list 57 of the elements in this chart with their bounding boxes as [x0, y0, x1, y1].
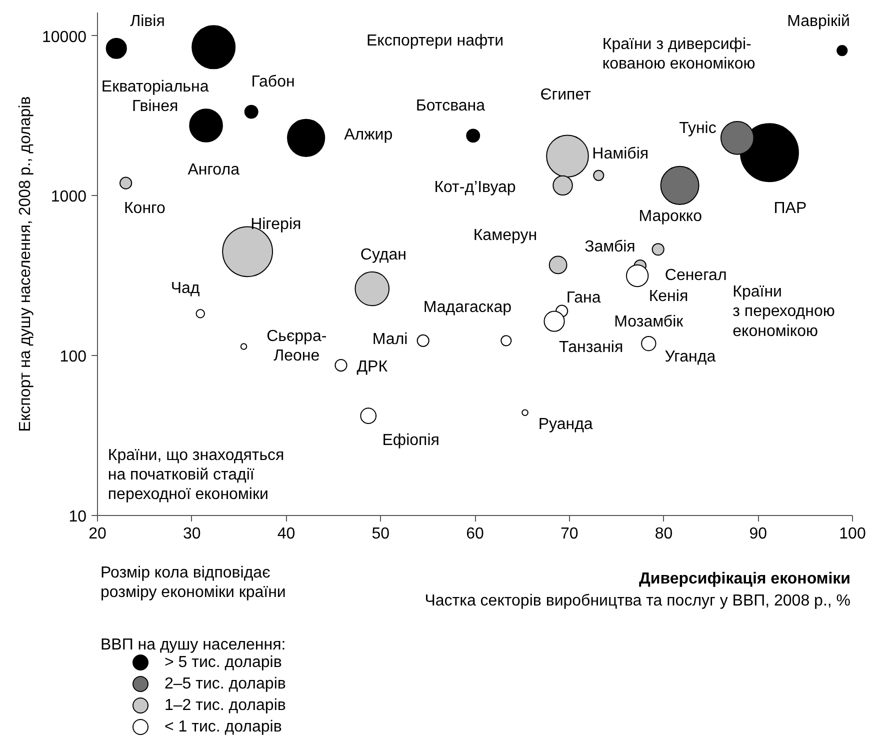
legend-label: 2–5 тис. доларів — [164, 676, 286, 692]
annotation: Ботсвана — [416, 98, 486, 115]
annotation: ДРК — [356, 358, 388, 376]
annotation: Єгипет — [540, 86, 592, 104]
x-tick-label: 30 — [182, 526, 201, 542]
annotation: Малі — [372, 331, 408, 348]
annotation: Конго — [124, 200, 166, 218]
annotation: Судан — [360, 246, 407, 264]
x-tick-label: 80 — [654, 526, 673, 542]
x-tick-label: 60 — [466, 526, 484, 542]
annotation: Країни з диверсифі- кованою економікою — [602, 36, 756, 72]
annotation: Гана — [566, 290, 601, 307]
annotation: Туніс — [679, 120, 716, 138]
annotation: Маврікій — [787, 12, 850, 30]
y-tick-label: 100 — [60, 348, 87, 366]
y-tick-label: 10 — [68, 508, 87, 526]
annotation: Кот-д’Івуар — [434, 179, 516, 196]
annotation: Намібія — [592, 146, 649, 163]
annotation: Сенегал — [664, 267, 727, 284]
annotation: Габон — [251, 74, 295, 91]
annotation: Ефіопія — [382, 432, 440, 449]
annotation: Мадагаскар — [423, 299, 512, 316]
annotation: Танзанія — [559, 339, 624, 356]
annotation: ПАР — [774, 200, 807, 218]
y-tick-label: 10000 — [42, 28, 87, 46]
annotation: Руанда — [538, 416, 593, 433]
legend-title: ВВП на душу населення: — [100, 636, 286, 654]
annotation: Марокко — [638, 208, 702, 226]
x-tick-label: 50 — [372, 526, 390, 542]
x-tick-label: 40 — [277, 526, 296, 542]
x-tick-label: 90 — [749, 526, 768, 542]
legend-label: 1–2 тис. доларів — [164, 697, 286, 714]
annotation: Країни, що знаходяться на початковій стадії переходної економіки — [108, 446, 284, 503]
y-axis-title: Експорт на душу населення, 2008 р., доларів — [17, 96, 34, 432]
x-tick-label: 20 — [88, 526, 106, 542]
annotation: Лівія — [130, 12, 165, 30]
x-tick-label: 70 — [560, 526, 578, 542]
annotation: Мозамбік — [614, 314, 684, 331]
y-tick-label: 1000 — [50, 188, 87, 206]
annotation: Кенія — [648, 288, 688, 305]
annotation: Замбія — [584, 238, 636, 256]
annotation: Алжир — [344, 126, 393, 144]
text: Розмір кола відповідає розміру економіки країни — [100, 564, 286, 602]
text: Частка секторів виробництва та послуг у ВВП, 2008 р., % — [424, 592, 851, 610]
annotation: Нігерія — [250, 216, 302, 234]
annotation: Чад — [170, 280, 200, 297]
annotation: Камерун — [473, 227, 538, 244]
annotation: Країни з переходною економікою — [732, 284, 835, 340]
legend-label: > 5 тис. доларів — [164, 654, 282, 671]
annotation: Експортери нафти — [366, 32, 504, 50]
x-axis-title: Диверсифікація економіки — [639, 570, 850, 588]
legend-label: < 1 тис. доларів — [164, 718, 282, 736]
annotation: Екваторіальна Гвінея — [101, 78, 209, 115]
annotation: Сьєрра- Леоне — [266, 328, 327, 364]
annotation: Ангола — [188, 162, 240, 179]
x-tick-label: 100 — [839, 526, 866, 542]
annotation: Уганда — [664, 348, 716, 366]
